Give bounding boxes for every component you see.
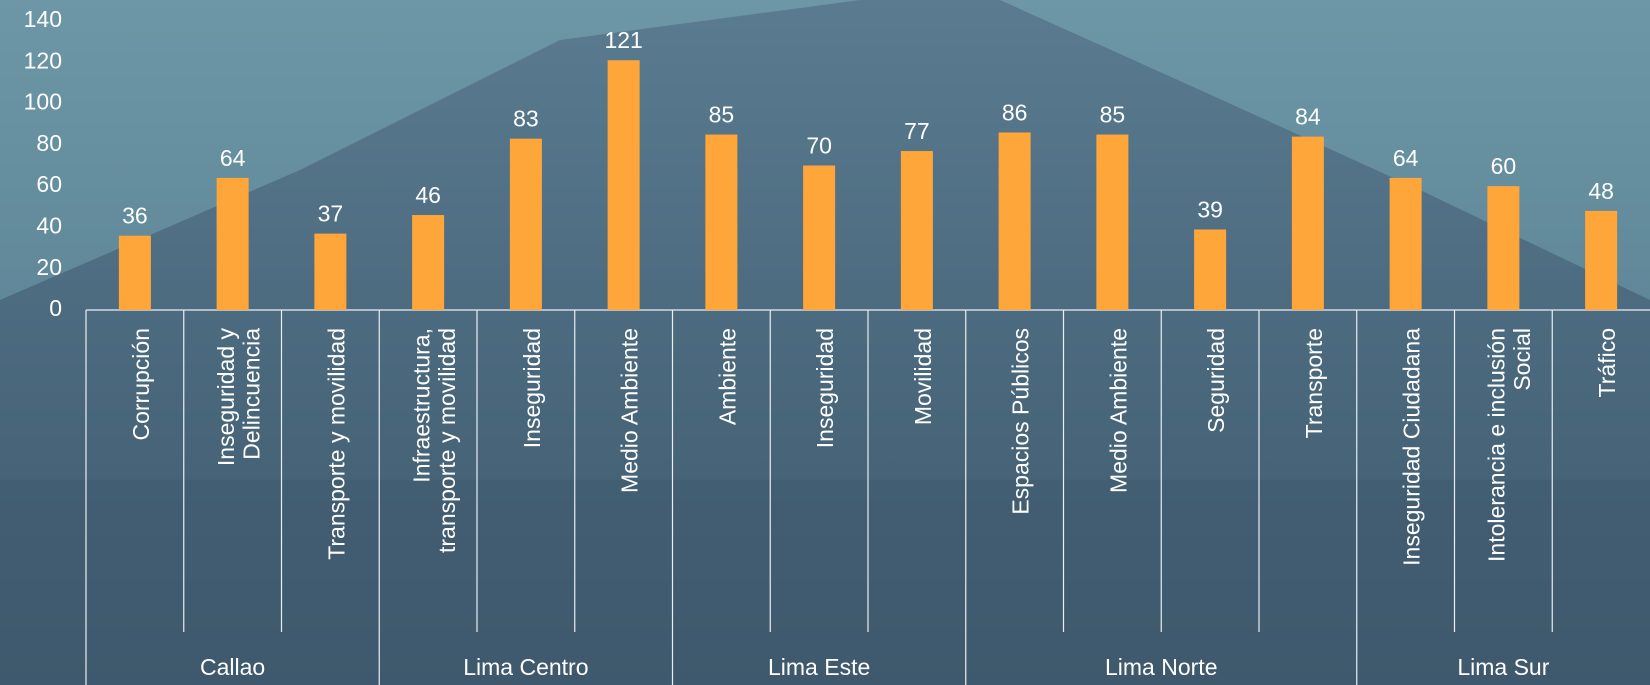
y-tick-label: 0 bbox=[49, 295, 62, 321]
x-tick-label: Inseguridad bbox=[519, 328, 545, 448]
y-tick-label: 120 bbox=[24, 47, 62, 73]
bar bbox=[1389, 177, 1422, 310]
x-tick-label: Seguridad bbox=[1203, 328, 1229, 433]
value-label: 64 bbox=[1393, 145, 1419, 171]
y-tick-label: 60 bbox=[36, 171, 62, 197]
y-tick-label: 40 bbox=[36, 213, 62, 239]
group-label: Lima Norte bbox=[1105, 654, 1217, 680]
bar bbox=[1096, 134, 1129, 310]
bar bbox=[1194, 229, 1227, 310]
bar bbox=[803, 165, 836, 310]
value-label: 37 bbox=[318, 201, 344, 227]
value-label: 83 bbox=[513, 106, 539, 132]
x-tick-label: Infraestructura,transporte y movilidad bbox=[409, 328, 460, 553]
value-label: 85 bbox=[709, 102, 735, 128]
y-tick-label: 100 bbox=[24, 89, 62, 115]
value-label: 86 bbox=[1002, 99, 1028, 125]
x-tick-label: Tráfico bbox=[1594, 328, 1620, 397]
bar bbox=[509, 138, 542, 310]
bar bbox=[998, 132, 1031, 310]
value-label: 46 bbox=[415, 182, 441, 208]
bar bbox=[314, 233, 347, 310]
x-tick-label: Inseguridad bbox=[812, 328, 838, 448]
value-label: 39 bbox=[1197, 196, 1223, 222]
value-label: 48 bbox=[1588, 178, 1614, 204]
bar bbox=[216, 177, 249, 310]
group-label: Lima Este bbox=[768, 654, 870, 680]
x-tick-label: Movilidad bbox=[910, 328, 936, 425]
x-tick-label: Espacios Públicos bbox=[1008, 328, 1034, 515]
bar bbox=[118, 235, 151, 310]
x-tick-label: Intolerancia e inclusiónSocial bbox=[1484, 328, 1535, 562]
x-tick-label: Inseguridad yDelincuencia bbox=[213, 328, 264, 467]
bar bbox=[607, 60, 640, 310]
x-tick-label: Medio Ambiente bbox=[1105, 328, 1131, 493]
bar bbox=[900, 151, 933, 310]
value-label: 36 bbox=[122, 203, 148, 229]
value-label: 85 bbox=[1100, 102, 1126, 128]
city bbox=[0, 480, 1650, 685]
x-tick-label: Inseguridad Ciudadana bbox=[1399, 328, 1425, 566]
y-tick-label: 80 bbox=[36, 130, 62, 156]
value-label: 64 bbox=[220, 145, 246, 171]
x-tick-label: Transporte y movilidad bbox=[323, 328, 349, 560]
bar bbox=[705, 134, 738, 310]
bar bbox=[1291, 136, 1324, 310]
x-tick-label: Medio Ambiente bbox=[617, 328, 643, 493]
value-label: 77 bbox=[904, 118, 930, 144]
x-tick-label: Transporte bbox=[1301, 328, 1327, 438]
bar bbox=[1487, 186, 1520, 310]
bar bbox=[1585, 210, 1618, 310]
group-label: Lima Centro bbox=[463, 654, 588, 680]
value-label: 70 bbox=[806, 133, 832, 159]
bar bbox=[412, 215, 445, 310]
value-label: 84 bbox=[1295, 104, 1321, 130]
value-label: 121 bbox=[604, 27, 642, 53]
y-tick-label: 20 bbox=[36, 254, 62, 280]
x-tick-label: Ambiente bbox=[714, 328, 740, 425]
group-label: Callao bbox=[200, 654, 265, 680]
x-tick-label: Corrupción bbox=[128, 328, 154, 441]
y-tick-label: 140 bbox=[24, 6, 62, 32]
group-label: Lima Sur bbox=[1457, 654, 1549, 680]
value-label: 60 bbox=[1491, 153, 1517, 179]
